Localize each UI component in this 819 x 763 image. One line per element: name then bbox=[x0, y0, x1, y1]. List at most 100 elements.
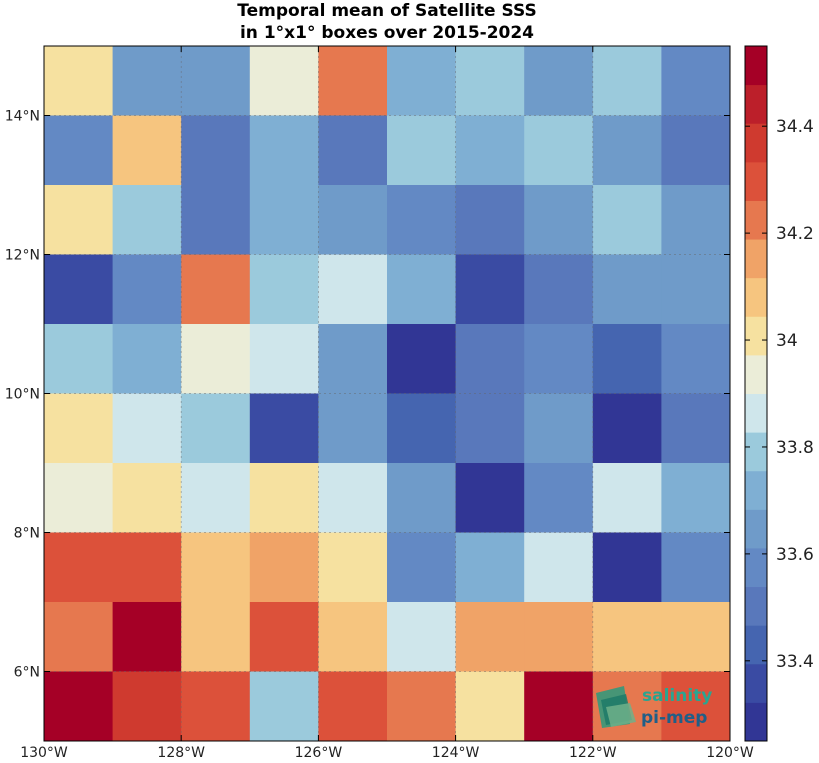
heatmap-cell bbox=[318, 185, 388, 255]
heatmap-cell bbox=[387, 532, 457, 603]
heatmap-cell bbox=[455, 324, 525, 394]
y-tick-label: 10°N bbox=[5, 387, 40, 403]
heatmap-cell bbox=[661, 254, 731, 325]
heatmap-cell bbox=[112, 532, 182, 603]
heatmap-cell bbox=[44, 602, 114, 672]
heatmap-cell bbox=[661, 46, 731, 116]
heatmap-cell bbox=[249, 602, 319, 672]
heatmap-cell bbox=[181, 671, 251, 742]
heatmap-cell bbox=[387, 602, 457, 672]
heatmap-cell bbox=[455, 463, 525, 533]
heatmap-cell bbox=[661, 671, 731, 742]
colorbar bbox=[745, 46, 767, 742]
colorbar-segment bbox=[745, 354, 767, 394]
heatmap-cell bbox=[455, 532, 525, 603]
heatmap-cell bbox=[181, 463, 251, 533]
colorbar-frame bbox=[744, 45, 768, 742]
colorbar-segment bbox=[745, 123, 767, 163]
colorbar-segment bbox=[745, 161, 767, 201]
heatmap-cell bbox=[249, 46, 319, 116]
heatmap-cell bbox=[387, 185, 457, 255]
x-tick-label: 124°W bbox=[432, 745, 480, 761]
colorbar-segment bbox=[745, 393, 767, 433]
heatmap-cell bbox=[112, 115, 182, 186]
colorbar-segment bbox=[745, 470, 767, 510]
logo-text-line-2: pi-mep bbox=[641, 708, 707, 728]
heatmap-cell bbox=[181, 324, 251, 394]
heatmap-cell bbox=[661, 393, 731, 464]
y-tick-label: 14°N bbox=[5, 109, 40, 125]
heatmap-cell bbox=[455, 46, 525, 116]
colorbar-tick-label: 34.4 bbox=[776, 117, 814, 137]
heatmap-cell bbox=[455, 254, 525, 325]
heatmap-cell bbox=[112, 185, 182, 255]
heatmap-cell bbox=[661, 463, 731, 533]
heatmap-cell bbox=[524, 671, 594, 742]
heatmap-cell bbox=[181, 46, 251, 116]
heatmap-cell bbox=[387, 671, 457, 742]
heatmap-cell bbox=[592, 602, 662, 672]
logo-text-line-1: salinity bbox=[642, 686, 712, 706]
heatmap-cell bbox=[181, 254, 251, 325]
heatmap-cell bbox=[44, 532, 114, 603]
heatmap-cell bbox=[661, 324, 731, 394]
heatmap-cell bbox=[592, 463, 662, 533]
heatmap-cell bbox=[112, 602, 182, 672]
colorbar-segment bbox=[745, 547, 767, 588]
x-axis: 130°W 128°W 126°W 124°W 122°W 120°W bbox=[20, 46, 754, 761]
heatmap-cell bbox=[524, 115, 594, 186]
heatmap-cell bbox=[661, 185, 731, 255]
heatmap-cell bbox=[387, 393, 457, 464]
salinity-pi-mep-logo: salinity pi-mep bbox=[596, 686, 712, 728]
heatmap-cell bbox=[592, 254, 662, 325]
x-tick-label: 130°W bbox=[20, 745, 68, 761]
heatmap-cell bbox=[592, 324, 662, 394]
logo-mark-icon bbox=[596, 686, 636, 728]
heatmap-cell bbox=[524, 46, 594, 116]
colorbar-segment bbox=[745, 509, 767, 549]
x-tick-label: 126°W bbox=[295, 745, 343, 761]
colorbar-segment bbox=[745, 277, 767, 317]
heatmap-cell bbox=[661, 115, 731, 186]
y-tick-label: 12°N bbox=[5, 248, 40, 264]
heatmap-cell bbox=[524, 602, 594, 672]
heatmap-cell bbox=[592, 532, 662, 603]
heatmap-cell bbox=[249, 393, 319, 464]
heatmap-cell bbox=[524, 185, 594, 255]
heatmap-cell bbox=[249, 324, 319, 394]
colorbar-tick-label: 33.6 bbox=[776, 545, 814, 565]
colorbar-ticks: 33.4 33.6 33.8 34 34.2 34.4 bbox=[745, 117, 814, 672]
heatmap-cell bbox=[44, 671, 114, 742]
heatmap-cell bbox=[181, 115, 251, 186]
heatmap-cell bbox=[318, 671, 388, 742]
heatmap-cell bbox=[387, 463, 457, 533]
heatmap-cell bbox=[112, 46, 182, 116]
colorbar-tick-label: 34 bbox=[776, 331, 798, 351]
heatmap-cell bbox=[249, 532, 319, 603]
heatmap-cell bbox=[249, 671, 319, 742]
colorbar-tick-label: 33.8 bbox=[776, 438, 814, 458]
heatmap-cell bbox=[318, 463, 388, 533]
map-cells bbox=[44, 46, 731, 742]
heatmap-cell bbox=[318, 254, 388, 325]
chart-title-line-2: in 1°x1° boxes over 2015-2024 bbox=[240, 23, 534, 43]
heatmap-cell bbox=[44, 324, 114, 394]
colorbar-segment bbox=[745, 46, 767, 86]
heatmap-cell bbox=[249, 254, 319, 325]
colorbar-segment bbox=[745, 702, 767, 742]
heatmap-cell bbox=[592, 185, 662, 255]
x-tick-label: 128°W bbox=[157, 745, 205, 761]
heatmap-cell bbox=[524, 254, 594, 325]
heatmap-cell bbox=[455, 185, 525, 255]
y-tick-label: 8°N bbox=[14, 526, 40, 542]
heatmap-cell bbox=[455, 602, 525, 672]
heatmap-cell bbox=[249, 115, 319, 186]
colorbar-segment bbox=[745, 200, 767, 240]
heatmap-cell bbox=[112, 393, 182, 464]
heatmap-cell bbox=[387, 46, 457, 116]
colorbar-tick-label: 34.2 bbox=[776, 224, 814, 244]
colorbar-tick-label: 33.4 bbox=[776, 652, 814, 672]
heatmap-cell bbox=[387, 115, 457, 186]
heatmap-cell bbox=[318, 602, 388, 672]
